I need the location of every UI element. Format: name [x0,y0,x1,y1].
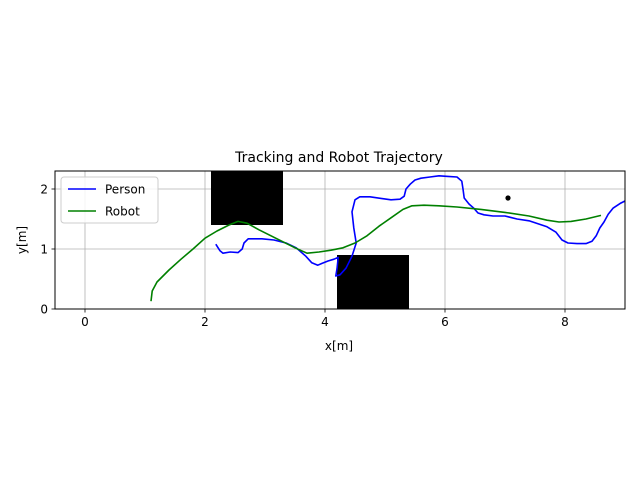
markers [505,195,511,201]
y-tick-label: 1 [40,243,48,257]
x-tick-label: 4 [321,315,329,329]
x-tick-label: 8 [561,315,569,329]
y-axis-label: y[m] [15,226,29,254]
obstacle-rect [211,171,283,225]
series-line-robot [150,204,602,302]
obstacle-rect [337,255,409,309]
y-tick-label: 0 [40,303,48,317]
legend: Person Robot [60,176,159,224]
plot-area: 0 2 4 6 8 0 1 2 [40,170,626,330]
legend-label-person: Person [105,183,145,197]
x-tick-label: 0 [81,315,89,329]
axis-ticks: 0 2 4 6 8 0 1 2 [40,183,568,330]
target-point-marker [505,195,511,201]
x-axis-label: x[m] [325,339,353,353]
series-lines [150,175,626,302]
chart-title: Tracking and Robot Trajectory [234,150,443,166]
x-tick-label: 2 [201,315,209,329]
x-tick-label: 6 [441,315,449,329]
y-tick-label: 2 [40,183,48,197]
legend-label-robot: Robot [105,205,140,219]
obstacles [211,171,409,309]
axes-frame [54,170,626,310]
